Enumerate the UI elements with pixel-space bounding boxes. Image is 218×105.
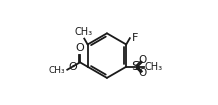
Text: CH₃: CH₃: [75, 27, 93, 37]
Text: CH₃: CH₃: [145, 62, 163, 72]
Text: O: O: [68, 62, 77, 72]
Text: O: O: [76, 43, 85, 53]
Text: O: O: [138, 68, 147, 78]
Text: CH₃: CH₃: [49, 66, 65, 75]
Text: F: F: [132, 33, 138, 43]
Text: O: O: [138, 55, 147, 65]
Text: S: S: [131, 60, 140, 73]
